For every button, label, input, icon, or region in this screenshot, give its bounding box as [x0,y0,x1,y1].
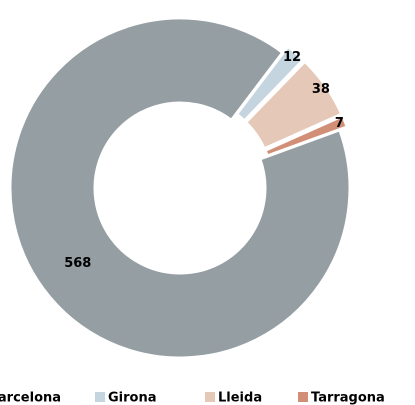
slice [234,44,306,123]
data-label: 12 [283,50,301,65]
legend-label: Barcelona [0,391,61,405]
data-label: 7 [335,116,344,131]
data-label: 38 [312,82,330,97]
legend-swatch [298,392,308,402]
slice [8,16,352,360]
legend-label: Lleida [218,391,262,405]
slice [263,113,350,158]
legend-label: Girona [108,391,157,405]
legend-swatch [205,392,215,402]
legend-label: Tarragona [311,391,385,405]
data-label: 568 [64,256,91,271]
legend-swatch [95,392,105,402]
slice [243,59,344,151]
